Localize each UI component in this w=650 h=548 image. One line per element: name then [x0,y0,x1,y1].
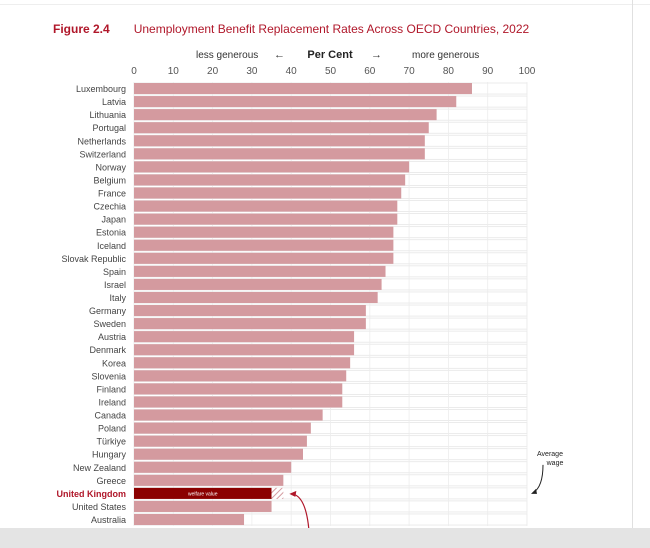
bar [134,83,472,95]
bar [134,278,382,290]
category-label: Hungary [92,450,127,460]
category-label: Italy [109,293,126,303]
category-label: Slovak Republic [61,254,126,264]
bar [134,305,366,317]
bar [134,331,355,343]
category-label: Japan [101,215,126,225]
x-tick-label: 10 [168,66,180,77]
category-label: Netherlands [77,136,126,146]
bar-hatched-remainder [271,487,284,499]
right-arrow: → [371,49,382,61]
category-label: Australia [91,515,126,525]
bar [134,500,272,512]
category-label: Denmark [89,345,126,355]
category-label: Latvia [102,97,126,107]
category-label: Iceland [97,241,126,251]
category-label: Belgium [93,175,126,185]
bar [134,174,406,186]
bar [134,396,343,408]
bar [134,409,323,421]
bar [134,239,394,251]
x-tick-label: 100 [519,66,536,77]
bar [134,461,292,473]
x-tick-label: 90 [482,66,494,77]
category-label: Norway [95,162,126,172]
bar [134,187,402,199]
bar [134,252,394,264]
average-wage-arrow [532,464,544,494]
top-divider [0,4,650,5]
x-axis-label: Per Cent [307,49,353,61]
bar [134,109,437,121]
category-label: Estonia [96,228,126,238]
bar [134,161,410,173]
x-tick-label: 30 [246,66,258,77]
category-label: Portugal [92,123,126,133]
category-label: Austria [98,332,126,342]
bar [134,318,366,330]
x-tick-label: 60 [364,66,376,77]
x-tick-label: 0 [131,66,137,77]
bar [134,474,284,486]
category-label: New Zealand [73,463,126,473]
bar-label: welfare value [188,491,218,497]
bar [134,435,307,447]
bar [134,370,347,382]
category-label: United Kingdom [57,489,127,499]
right-border [632,0,633,528]
arrowhead [289,490,297,497]
bar [134,226,394,238]
category-label: Greece [96,476,126,486]
x-tick-label: 80 [443,66,455,77]
category-label: Sweden [93,319,126,329]
category-label: Czechia [93,202,126,212]
bar [134,135,425,147]
bar-welfare-value [134,487,272,499]
annotation-line-1: Average [537,451,563,458]
figure-title: Figure 2.4 Unemployment Benefit Replaceme… [53,22,529,36]
x-tick-label: 20 [207,66,219,77]
bar [134,291,378,304]
category-label: Luxembourg [76,84,126,94]
bar [134,96,457,108]
category-label: United States [72,502,127,512]
bottom-scroll-area [0,528,650,548]
left-arrow: ← [274,49,285,61]
category-label: Korea [102,358,126,368]
category-label: Lithuania [89,110,126,120]
category-label: Spain [103,267,126,277]
category-label: France [98,189,126,199]
category-label: Slovenia [91,371,126,381]
category-label: Ireland [98,397,126,407]
bar [134,122,429,134]
bar [134,422,311,434]
more-generous-label: more generous [412,50,479,61]
bar [134,383,343,395]
category-label: Canada [94,411,126,421]
bar [134,200,398,212]
category-label: Germany [89,306,127,316]
category-label: Poland [98,424,126,434]
category-label: Israel [104,280,126,290]
average-wage-arrowhead [531,488,537,494]
category-label: Türkiye [96,437,126,447]
x-tick-label: 50 [325,66,337,77]
bar [134,344,355,356]
figure-label: Figure 2.4 [53,22,110,36]
category-label: Finland [96,384,126,394]
chart-title: Unemployment Benefit Replacement Rates A… [133,22,530,36]
x-tick-label: 40 [286,66,298,77]
bar [134,213,398,225]
x-tick-label: 70 [404,66,416,77]
bar [134,513,245,526]
category-label: Switzerland [79,149,126,159]
bar [134,448,303,460]
annotation-line-2: wage [546,460,564,467]
bar [134,357,351,369]
bar [134,148,425,160]
less-generous-label: less generous [196,50,258,61]
bar [134,265,386,277]
